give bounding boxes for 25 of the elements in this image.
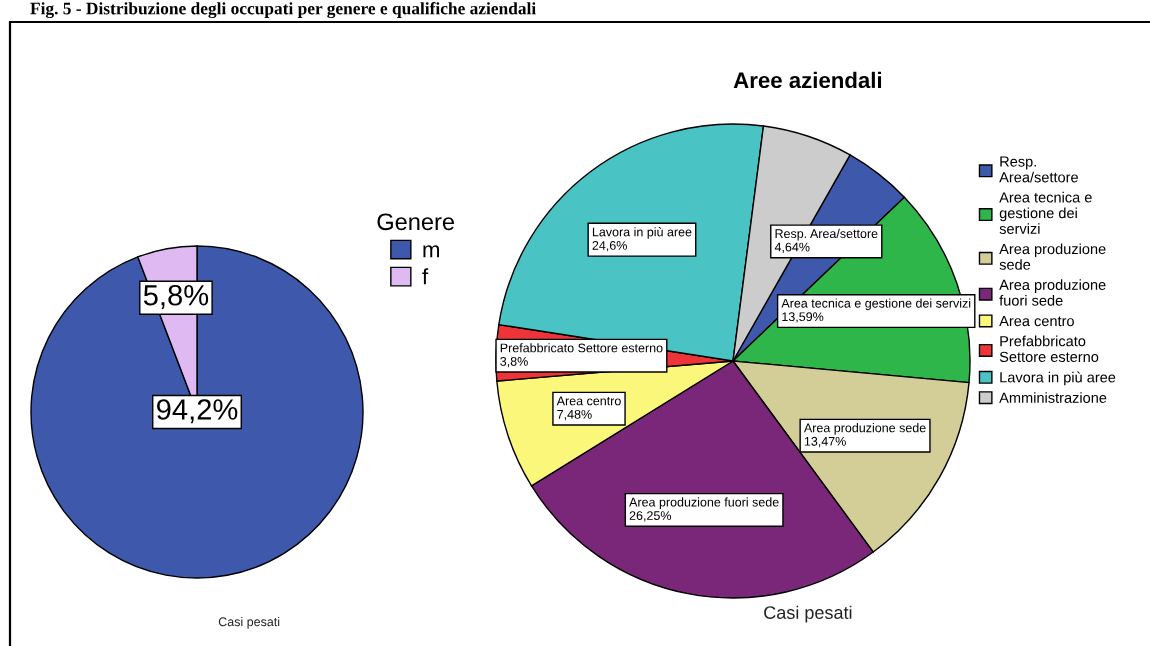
data-label: Area tecnica e gestione dei servizi 13,59% xyxy=(781,298,971,323)
data-label: Prefabbricato Settore esterno 3,8% xyxy=(500,343,663,368)
data-label: Resp. Area/settore 4,64% xyxy=(774,228,878,253)
legend-label: m xyxy=(423,245,439,258)
legend-label: Area produzione sede xyxy=(999,243,1106,270)
data-label: 94,2% xyxy=(157,399,238,424)
text: Casi pesati xyxy=(764,605,852,623)
legend-label: Amministrazione xyxy=(999,392,1107,403)
legend-label: Area centro xyxy=(999,315,1074,327)
pie-slice xyxy=(30,245,364,579)
legend-label: Area produzione fuori sede xyxy=(999,279,1106,306)
legend-label: Area tecnica e gestione dei servizi xyxy=(999,191,1092,234)
data-label: 5,8% xyxy=(143,284,209,309)
data-label: Lavora in più aree 24,6% xyxy=(592,227,692,252)
legend-label: f xyxy=(422,268,429,285)
chart-title: Aree aziendali xyxy=(733,71,882,89)
legend-label: Prefabbricato Settore esterno xyxy=(999,335,1099,363)
legend-label: Lavora in più aree xyxy=(1000,371,1116,386)
data-label: Area produzione sede 13,47% xyxy=(803,423,926,448)
legend-title: Genere xyxy=(377,213,454,231)
data-label: Area centro 7,48% xyxy=(556,396,621,421)
text: Casi pesati xyxy=(218,616,280,629)
legend-label: Resp. Area/settore xyxy=(999,156,1078,183)
data-label: Area produzione fuori sede 26,25% xyxy=(629,497,779,522)
chart-title: Fig. 5 - Distribuzione degli occupati per genere e qualifiche aziendali xyxy=(30,2,536,19)
